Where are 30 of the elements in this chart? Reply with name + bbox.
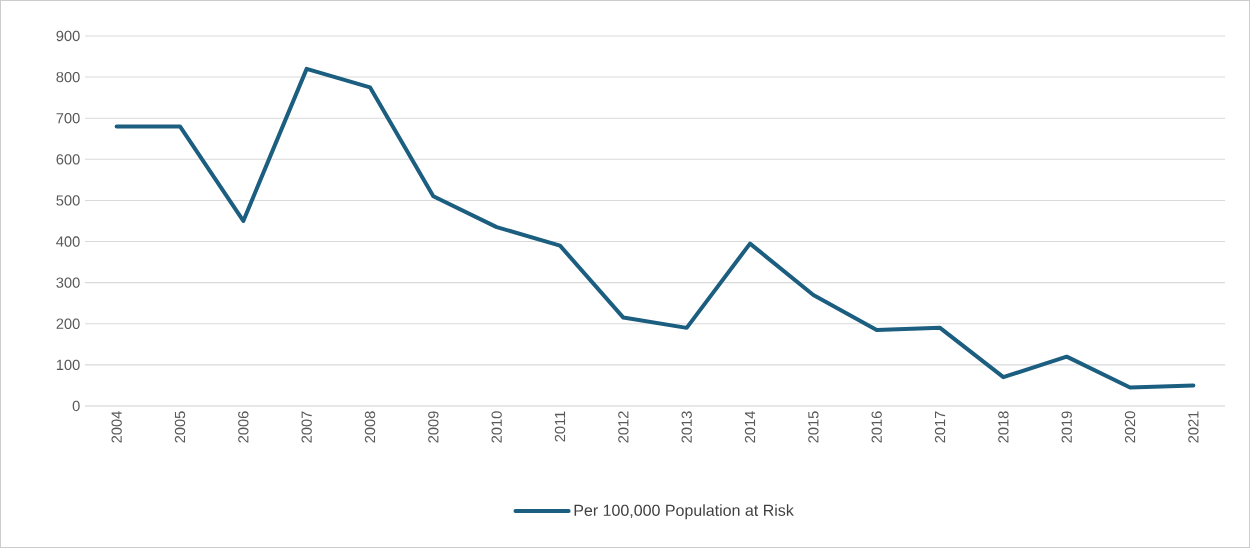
y-tick-label: 200	[56, 318, 80, 329]
y-tick-label: 400	[56, 236, 80, 247]
y-tick-label: 900	[56, 30, 80, 42]
x-tick-label: 2004	[111, 411, 122, 443]
y-tick-label: 0	[72, 400, 80, 412]
x-tick-label: 2019	[1061, 411, 1072, 443]
x-tick-label: 2009	[428, 411, 439, 443]
legend-label: Per 100,000 Population at Risk	[574, 504, 794, 520]
y-tick-label: 300	[56, 277, 80, 288]
y-tick-label: 800	[56, 71, 80, 83]
y-tick-label: 600	[56, 154, 80, 165]
x-tick-label: 2010	[491, 411, 502, 443]
x-tick-label: 2012	[618, 411, 629, 443]
x-tick-label: 2020	[1124, 411, 1136, 443]
x-tick-label: 2014	[744, 411, 756, 443]
x-tick-label: 2017	[934, 411, 946, 443]
x-tick-label: 2006	[238, 411, 249, 443]
x-tick-label: 2005	[174, 411, 186, 443]
y-tick-label: 700	[56, 113, 80, 124]
x-tick-label: 2015	[808, 411, 819, 443]
x-tick-label: 2021	[1188, 411, 1199, 443]
line-series	[114, 66, 1196, 390]
y-tick-label: 500	[56, 195, 80, 206]
x-tick-label: 2008	[364, 411, 376, 443]
x-tick-label: 2018	[998, 411, 1009, 443]
x-tick-label: 2011	[554, 411, 566, 442]
x-tick-label: 2007	[301, 411, 312, 443]
x-tick-label: 2016	[871, 411, 882, 443]
x-tick-label: 2013	[681, 411, 692, 443]
y-tick-label: 100	[56, 359, 80, 371]
